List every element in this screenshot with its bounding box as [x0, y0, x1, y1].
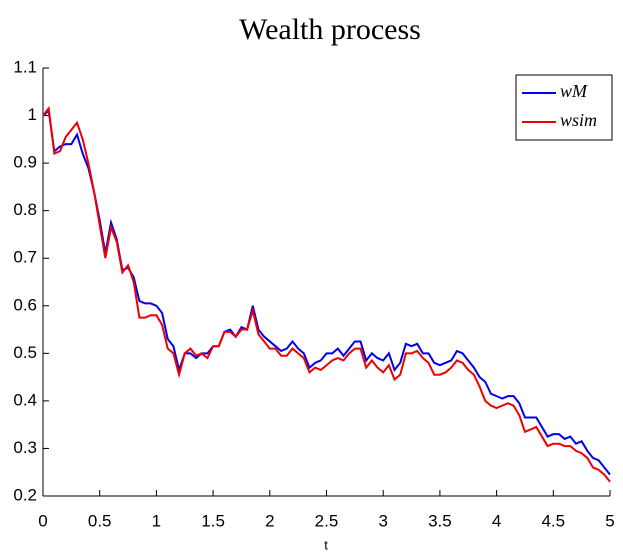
series-line: [42, 108, 611, 476]
series-line: [42, 105, 611, 483]
x-tick-label: 3: [378, 511, 387, 530]
x-tick-label: 2: [265, 511, 274, 530]
y-tick-label: 0.2: [13, 485, 37, 504]
x-tick-label: 4.5: [541, 511, 565, 530]
legend-label: wsim: [560, 110, 597, 130]
x-tick-label: 0: [38, 511, 47, 530]
x-tick-label: 1: [152, 511, 161, 530]
y-tick-label: 1: [28, 105, 37, 124]
x-tick-label: 1.5: [201, 511, 225, 530]
y-tick-label: 0.6: [13, 295, 37, 314]
x-tick-label: 5: [605, 511, 614, 530]
legend-box: [515, 74, 613, 141]
y-tick-label: 0.3: [13, 438, 37, 457]
y-tick-label: 0.7: [13, 248, 37, 267]
legend-label: wM: [560, 81, 588, 101]
y-tick-label: 0.9: [13, 153, 37, 172]
y-tick-label: 0.8: [13, 200, 37, 219]
x-tick-label: 3.5: [428, 511, 452, 530]
y-tick-label: 0.5: [13, 343, 37, 362]
x-axis-label: t: [324, 537, 328, 552]
x-tick-label: 4: [492, 511, 501, 530]
y-tick-label: 1.1: [13, 57, 37, 76]
chart-title: Wealth process: [239, 13, 421, 46]
x-tick-label: 2.5: [315, 511, 339, 530]
y-tick-label: 0.4: [13, 390, 37, 409]
x-tick-label: 0.5: [88, 511, 112, 530]
